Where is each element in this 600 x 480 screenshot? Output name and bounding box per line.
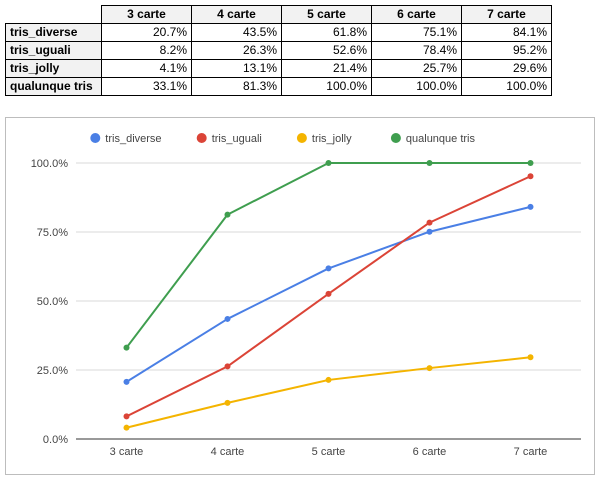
data-table: 3 carte 4 carte 5 carte 6 carte 7 carte … — [5, 5, 552, 96]
data-point — [325, 376, 332, 383]
column-header: 6 carte — [371, 5, 462, 24]
table-cell: 52.6% — [281, 41, 372, 60]
legend-item: qualunque tris — [390, 133, 476, 145]
series-tris-jolly — [123, 354, 534, 431]
table-corner-cell — [5, 5, 102, 24]
table-cell: 33.1% — [101, 77, 192, 96]
table-cell: 8.2% — [101, 41, 192, 60]
series-line — [126, 356, 531, 429]
data-point — [123, 424, 130, 431]
table-row: tris_diverse 20.7% 43.5% 61.8% 75.1% 84.… — [5, 23, 552, 42]
data-point — [426, 160, 433, 166]
data-point — [224, 211, 231, 218]
legend-swatch — [390, 133, 401, 143]
legend-swatch — [296, 133, 307, 143]
table-header-row: 3 carte 4 carte 5 carte 6 carte 7 carte — [5, 5, 552, 24]
data-point — [325, 160, 332, 166]
table-cell: 21.4% — [281, 59, 372, 78]
table-cell: 4.1% — [101, 59, 192, 78]
data-point — [325, 290, 332, 297]
column-header: 3 carte — [101, 5, 192, 24]
data-point — [123, 344, 130, 351]
data-point — [426, 219, 433, 226]
row-header: tris_jolly — [5, 59, 102, 78]
table-cell: 25.7% — [371, 59, 462, 78]
table-cell: 26.3% — [191, 41, 282, 60]
data-point — [123, 378, 130, 385]
table-cell: 100.0% — [281, 77, 372, 96]
table-row: tris_jolly 4.1% 13.1% 21.4% 25.7% 29.6% — [5, 59, 552, 78]
table-cell: 84.1% — [461, 23, 552, 42]
x-tick-label: 7 carte — [514, 446, 548, 458]
row-header: qualunque tris — [5, 77, 102, 96]
legend-item: tris_uguali — [196, 133, 262, 145]
legend-label: qualunque tris — [406, 133, 476, 145]
series-tris-uguali — [123, 173, 534, 420]
row-header: tris_diverse — [5, 23, 102, 42]
legend-swatch — [90, 133, 101, 143]
x-tick-label: 3 carte — [110, 446, 144, 458]
data-point — [527, 160, 534, 166]
table-cell: 29.6% — [461, 59, 552, 78]
x-axis: 3 carte 4 carte 5 carte 6 carte 7 carte — [110, 446, 548, 458]
y-tick-label: 75.0% — [37, 227, 68, 239]
data-point — [527, 173, 534, 180]
legend-item: tris_jolly — [296, 133, 352, 145]
y-tick-label: 25.0% — [37, 365, 68, 377]
row-header: tris_uguali — [5, 41, 102, 60]
y-tick-label: 50.0% — [37, 296, 68, 308]
legend-label: tris_jolly — [312, 133, 352, 145]
legend-label: tris_diverse — [105, 133, 161, 145]
data-point — [224, 363, 231, 370]
table-cell: 43.5% — [191, 23, 282, 42]
table-cell: 100.0% — [371, 77, 462, 96]
data-point — [527, 203, 534, 210]
data-point — [123, 413, 130, 420]
data-point — [426, 365, 433, 372]
y-tick-label: 100.0% — [31, 158, 69, 170]
data-point — [325, 265, 332, 272]
y-axis: 0.0% 25.0% 50.0% 75.0% 100.0% — [31, 158, 69, 446]
table-row: tris_uguali 8.2% 26.3% 52.6% 78.4% 95.2% — [5, 41, 552, 60]
table-cell: 13.1% — [191, 59, 282, 78]
line-chart: tris_diverse tris_uguali tris_jolly qualunq… — [5, 117, 595, 475]
table-cell: 100.0% — [461, 77, 552, 96]
legend-swatch — [196, 133, 207, 143]
table-cell: 95.2% — [461, 41, 552, 60]
data-point — [224, 315, 231, 322]
data-point — [426, 228, 433, 235]
series-qualunque-tris — [123, 160, 534, 351]
column-header: 5 carte — [281, 5, 372, 24]
chart-gridlines — [76, 162, 581, 440]
data-point — [224, 399, 231, 406]
chart-canvas: tris_diverse tris_uguali tris_jolly qualunq… — [31, 133, 581, 458]
series-tris-diverse — [123, 203, 534, 385]
table-cell: 75.1% — [371, 23, 462, 42]
data-point — [527, 354, 534, 361]
table-cell: 61.8% — [281, 23, 372, 42]
legend-item: tris_diverse — [90, 133, 162, 145]
table-row: qualunque tris 33.1% 81.3% 100.0% 100.0%… — [5, 77, 552, 96]
column-header: 4 carte — [191, 5, 282, 24]
table-cell: 81.3% — [191, 77, 282, 96]
column-header: 7 carte — [461, 5, 552, 24]
x-tick-label: 5 carte — [312, 446, 346, 458]
legend-label: tris_uguali — [212, 133, 262, 145]
x-tick-label: 4 carte — [211, 446, 245, 458]
chart-legend: tris_diverse tris_uguali tris_jolly qualunq… — [90, 133, 476, 145]
chart-series — [123, 160, 534, 431]
table-cell: 20.7% — [101, 23, 192, 42]
table-cell: 78.4% — [371, 41, 462, 60]
x-tick-label: 6 carte — [413, 446, 447, 458]
y-tick-label: 0.0% — [43, 434, 68, 446]
series-line — [125, 162, 531, 349]
